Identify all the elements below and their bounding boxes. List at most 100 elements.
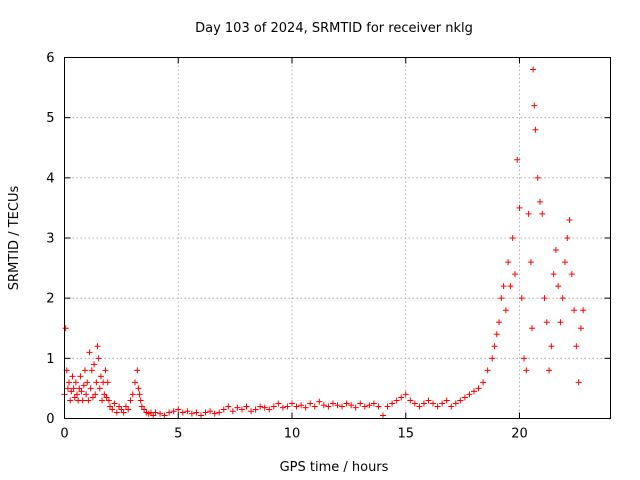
data-point xyxy=(118,406,125,413)
data-point xyxy=(279,404,286,411)
data-point xyxy=(68,388,75,395)
y-tick-label: 4 xyxy=(46,171,54,186)
data-point xyxy=(580,307,587,314)
data-point xyxy=(484,367,491,374)
data-point xyxy=(530,66,537,73)
data-point xyxy=(430,400,437,407)
data-point xyxy=(109,406,116,413)
data-point xyxy=(234,404,241,411)
data-point xyxy=(79,397,86,404)
data-point xyxy=(398,394,405,401)
x-axis-label: GPS time / hours xyxy=(280,460,389,475)
data-point xyxy=(514,156,521,163)
data-point xyxy=(92,391,99,398)
data-point xyxy=(91,361,98,368)
data-point xyxy=(518,295,525,302)
data-point xyxy=(370,400,377,407)
data-point xyxy=(96,385,103,392)
y-tick-labels: 0 1 2 3 4 5 6 xyxy=(46,51,54,427)
data-point xyxy=(202,409,209,416)
y-tick-label: 3 xyxy=(46,232,54,247)
data-point xyxy=(94,343,101,350)
data-point xyxy=(78,388,85,395)
data-point xyxy=(357,400,364,407)
data-point xyxy=(316,398,323,405)
data-point xyxy=(175,406,182,413)
data-point xyxy=(289,400,295,407)
data-point xyxy=(243,403,250,410)
data-point xyxy=(489,355,496,362)
data-point xyxy=(536,198,543,205)
y-tick-label: 0 xyxy=(46,412,54,427)
data-point xyxy=(493,331,500,338)
data-point xyxy=(498,295,505,302)
y-tick-label: 6 xyxy=(46,51,54,66)
data-point xyxy=(70,385,77,392)
data-point xyxy=(516,204,523,211)
data-point xyxy=(325,403,332,410)
data-point xyxy=(67,397,74,404)
data-point xyxy=(64,385,71,392)
data-point xyxy=(71,394,78,401)
data-point xyxy=(152,409,159,416)
data-point xyxy=(555,283,562,290)
data-point xyxy=(571,307,578,314)
data-point xyxy=(66,379,73,386)
data-point xyxy=(384,403,391,410)
data-point xyxy=(500,283,507,290)
data-point xyxy=(161,412,168,419)
data-point xyxy=(211,410,218,417)
x-tick-label: 0 xyxy=(60,427,68,442)
data-point xyxy=(550,271,557,278)
data-point xyxy=(77,373,84,380)
data-point xyxy=(107,403,113,410)
data-point xyxy=(573,343,580,350)
data-point xyxy=(298,402,305,409)
data-point xyxy=(284,403,291,410)
data-point xyxy=(334,402,341,409)
data-point xyxy=(84,379,91,386)
data-point xyxy=(505,259,512,266)
data-point xyxy=(311,403,318,410)
data-point xyxy=(502,307,509,314)
data-point xyxy=(527,259,534,266)
data-point xyxy=(74,391,81,398)
data-point xyxy=(238,406,245,413)
x-tick-label: 10 xyxy=(284,427,301,442)
data-point xyxy=(252,406,259,413)
data-point xyxy=(343,400,350,407)
data-point xyxy=(552,247,559,254)
data-point xyxy=(97,373,104,380)
data-point xyxy=(559,295,566,302)
data-point xyxy=(95,355,102,362)
data-point xyxy=(407,397,414,404)
data-point xyxy=(120,409,127,416)
data-point xyxy=(348,402,355,409)
data-point xyxy=(134,367,141,374)
data-point xyxy=(129,391,136,398)
data-point xyxy=(461,394,468,401)
data-point xyxy=(157,410,164,417)
data-point xyxy=(352,404,359,411)
data-point xyxy=(111,400,118,407)
data-point xyxy=(193,409,200,416)
x-tick-labels: 0 5 10 15 20 xyxy=(60,427,527,442)
data-point xyxy=(534,174,541,181)
data-point xyxy=(389,400,396,407)
data-point xyxy=(141,406,148,413)
data-point xyxy=(511,271,518,278)
data-point xyxy=(480,379,487,386)
data-point xyxy=(448,403,455,410)
data-point xyxy=(188,410,195,417)
data-point xyxy=(87,385,94,392)
y-axis-label: SRMTID / TECUs xyxy=(7,186,22,291)
data-point xyxy=(170,408,177,415)
data-point xyxy=(93,379,100,386)
data-point xyxy=(113,409,120,416)
data-point xyxy=(184,408,191,415)
data-point xyxy=(116,403,123,410)
data-point xyxy=(86,349,93,356)
data-point xyxy=(425,397,432,404)
data-point xyxy=(220,406,227,413)
